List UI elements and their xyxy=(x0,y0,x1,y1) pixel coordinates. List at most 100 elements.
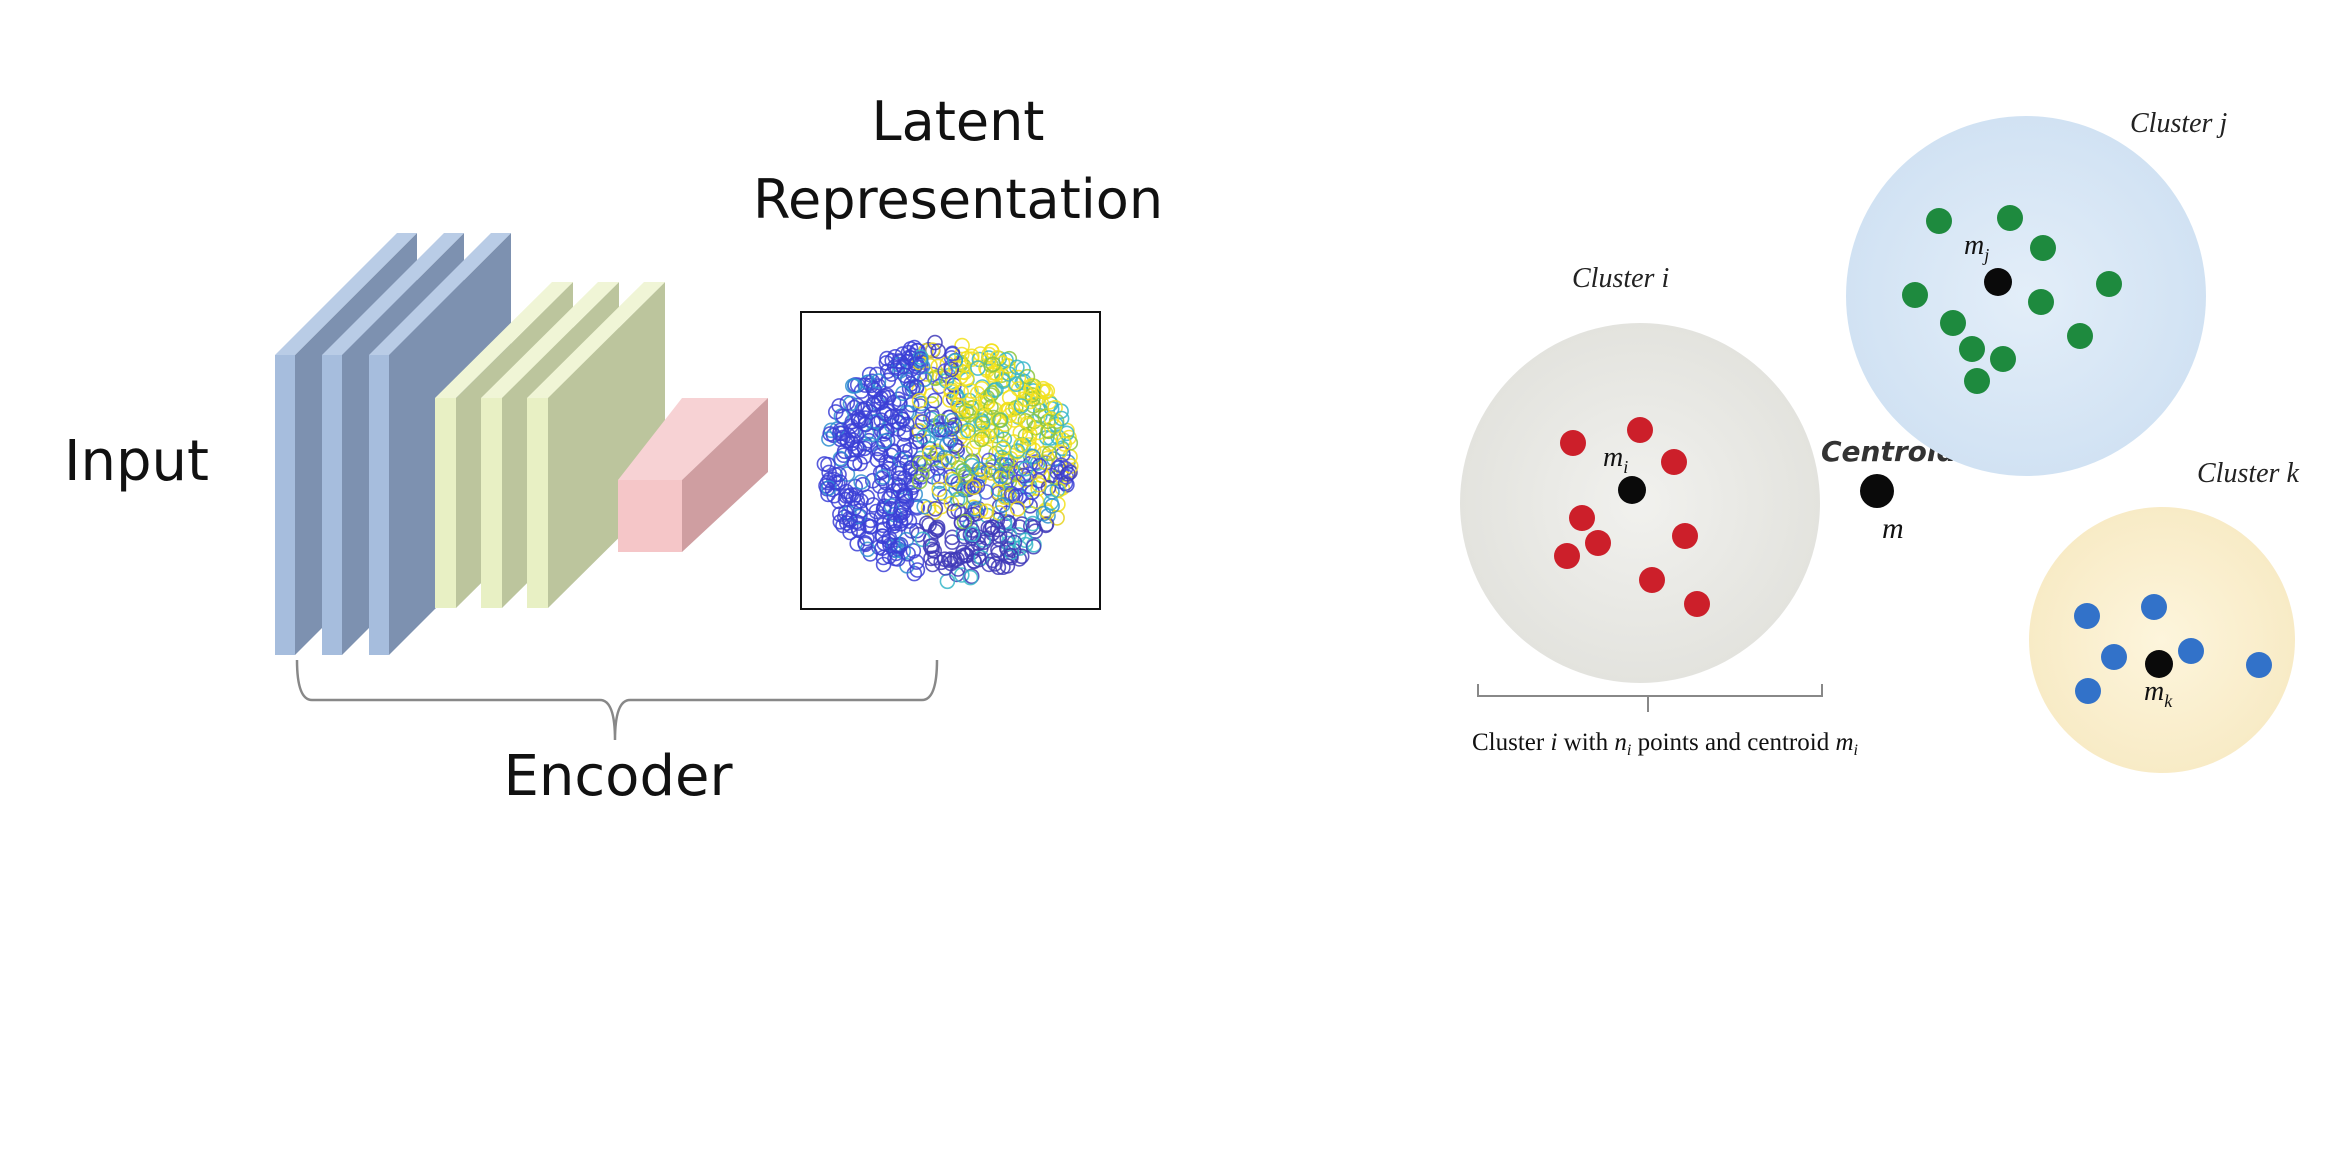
scatter-ring xyxy=(944,412,961,429)
scatter-ring xyxy=(982,387,999,403)
scatter-ring xyxy=(850,515,867,531)
scatter-ring xyxy=(991,531,1008,548)
scatter-ring xyxy=(908,554,925,570)
scatter-ring xyxy=(1031,457,1048,474)
scatter-ring xyxy=(943,421,960,437)
scatter-ring xyxy=(942,392,958,408)
scatter-ring xyxy=(874,528,890,544)
scatter-ring xyxy=(1026,519,1042,536)
scatter-ring xyxy=(940,453,957,470)
scatter-ring xyxy=(913,395,930,412)
scatter-ring xyxy=(908,433,925,450)
scatter-ring xyxy=(871,478,888,494)
scatter-ring xyxy=(1044,498,1060,514)
scatter-ring xyxy=(836,443,853,460)
scatter-ring xyxy=(946,503,963,520)
scatter-ring xyxy=(850,520,867,537)
scatter-ring xyxy=(836,509,853,525)
scatter-ring xyxy=(983,399,999,415)
scatter-ring xyxy=(876,433,893,450)
scatter-ring xyxy=(911,455,928,472)
scatter-ring xyxy=(981,452,997,469)
scatter-ring xyxy=(845,490,862,507)
scatter-ring xyxy=(1007,488,1024,505)
scatter-ring xyxy=(862,518,879,535)
scatter-ring xyxy=(992,468,1009,484)
scatter-ring xyxy=(1041,394,1058,410)
scatter-ring xyxy=(831,398,848,414)
scatter-ring xyxy=(979,394,995,411)
cluster-j-centroid-label: mj xyxy=(1964,230,1989,265)
cluster-k: Cluster k mk xyxy=(2029,458,2299,773)
scatter-ring xyxy=(889,413,906,430)
scatter-ring xyxy=(1041,423,1057,440)
scatter-ring xyxy=(895,385,911,402)
latent-label-line2: Representation xyxy=(753,168,1163,231)
scatter-ring xyxy=(928,520,945,537)
scatter-ring xyxy=(832,513,849,530)
encoder-label: Encoder xyxy=(504,744,734,809)
scatter-ring xyxy=(990,541,1006,558)
scatter-ring xyxy=(981,556,997,573)
scatter-ring xyxy=(1016,391,1032,407)
scatter-ring xyxy=(856,448,873,465)
scatter-ring xyxy=(954,337,970,354)
scatter-ring xyxy=(960,422,976,439)
scatter-ring xyxy=(862,512,879,529)
scatter-ring xyxy=(1035,505,1052,522)
cluster-i-points xyxy=(1554,417,1710,617)
scatter-ring xyxy=(826,487,843,504)
scatter-ring xyxy=(986,382,1003,399)
scatter-ring xyxy=(894,498,910,514)
encoder-bracket xyxy=(295,659,939,741)
cluster-j: Cluster j mj xyxy=(1846,108,2227,476)
scatter-ring xyxy=(911,392,928,409)
scatter-ring xyxy=(937,363,953,379)
scatter-ring xyxy=(942,551,959,567)
scatter-ring xyxy=(866,382,883,399)
scatter-ring xyxy=(853,412,869,429)
scatter-ring xyxy=(978,503,995,520)
scatter-ring xyxy=(831,425,848,442)
scatter-ring xyxy=(931,481,948,498)
scatter-ring xyxy=(889,551,906,567)
scatter-ring xyxy=(822,426,839,442)
scatter-ring xyxy=(1019,368,1036,385)
green-layer-3 xyxy=(527,282,665,608)
cluster-i-region xyxy=(1460,323,1820,683)
scatter-ring xyxy=(891,396,908,412)
scatter-ring xyxy=(857,410,874,426)
scatter-ring xyxy=(958,370,975,387)
scatter-ring xyxy=(962,569,979,586)
scatter-ring xyxy=(1058,425,1075,442)
scatter-ring xyxy=(965,479,982,496)
cluster-i-centroid-label: mi xyxy=(1603,442,1628,477)
scatter-ring xyxy=(956,528,973,545)
scatter-ring xyxy=(1003,485,1020,502)
scatter-ring xyxy=(844,378,861,394)
scatter-ring xyxy=(950,561,966,577)
scatter-ring xyxy=(1025,538,1042,555)
scatter-ring xyxy=(911,473,928,490)
cluster-k-centroid xyxy=(2145,650,2173,678)
scatter-ring xyxy=(1031,476,1047,493)
scatter-ring xyxy=(873,394,889,411)
scatter-ring xyxy=(932,424,949,441)
scatter-ring xyxy=(820,456,836,473)
scatter-ring xyxy=(958,403,975,419)
scatter-ring xyxy=(993,422,1010,439)
scatter-ring xyxy=(955,462,972,479)
scatter-ring xyxy=(981,346,997,363)
encoder-layers xyxy=(275,233,768,655)
scatter-ring xyxy=(878,423,895,440)
scatter-ring xyxy=(853,474,870,490)
cluster-k-label: Cluster k xyxy=(2197,458,2299,489)
scatter-ring xyxy=(994,497,1011,513)
scatter-ring xyxy=(941,552,958,569)
scatter-ring xyxy=(985,356,1002,373)
scatter-ring xyxy=(1021,430,1037,447)
scatter-ring xyxy=(857,416,874,433)
scatter-ring xyxy=(821,471,838,488)
scatter-ring xyxy=(846,399,863,416)
scatter-ring xyxy=(820,480,837,496)
